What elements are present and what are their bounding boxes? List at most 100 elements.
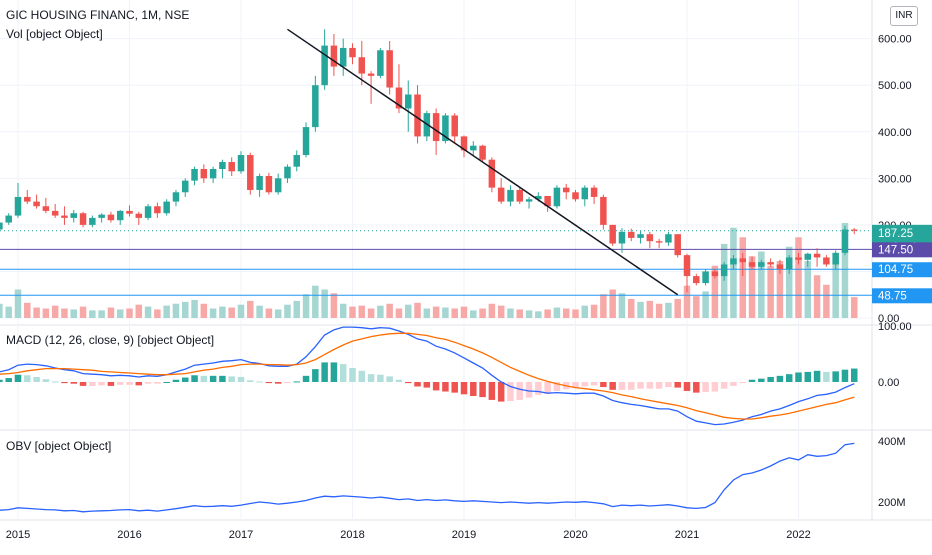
macd-histogram-bar xyxy=(61,382,68,384)
candle-body xyxy=(646,234,654,242)
candle-body xyxy=(256,175,263,190)
volume-bar xyxy=(748,256,756,318)
volume-bar xyxy=(126,308,133,318)
volume-bar xyxy=(544,309,551,318)
macd-histogram-bar xyxy=(460,382,468,395)
macd-histogram-bar xyxy=(358,370,366,382)
volume-bar xyxy=(312,285,319,318)
candle-body xyxy=(516,189,523,202)
volume-bar xyxy=(488,303,496,318)
candle-body xyxy=(395,87,403,109)
volume-bar xyxy=(646,300,654,318)
candle-body xyxy=(572,192,579,200)
macd-histogram-bar xyxy=(107,382,115,386)
volume-bar xyxy=(637,301,644,318)
time-tick-label: 2017 xyxy=(229,529,253,541)
candle-body xyxy=(154,206,161,214)
candle-body xyxy=(126,210,133,214)
macd-tick-label: 100.00 xyxy=(878,321,912,333)
macd-histogram-bar xyxy=(720,382,728,389)
macd-histogram-bar xyxy=(70,382,77,384)
macd-histogram-bar xyxy=(516,382,523,400)
time-tick-label: 2019 xyxy=(452,529,476,541)
candle-body xyxy=(832,252,839,265)
volume-bar xyxy=(655,303,663,318)
candle-body xyxy=(247,155,254,190)
candle-body xyxy=(330,45,338,67)
candle-body xyxy=(470,145,477,151)
candle-body xyxy=(386,50,393,88)
candle-body xyxy=(237,155,245,172)
volume-bar xyxy=(349,306,356,318)
candle-body xyxy=(5,215,12,223)
candle-body xyxy=(711,271,719,277)
volume-bar xyxy=(367,308,375,318)
macd-histogram-bar xyxy=(646,382,654,389)
candle-body xyxy=(767,262,774,265)
macd-histogram-bar xyxy=(265,382,273,384)
level-price-label: 104.75 xyxy=(878,264,913,276)
volume-bar xyxy=(274,309,282,318)
macd-histogram-bar xyxy=(851,368,858,382)
candle-body xyxy=(377,50,384,76)
volume-bar xyxy=(535,311,542,318)
candle-body xyxy=(730,258,737,265)
macd-histogram-bar xyxy=(479,382,486,398)
price-tick-label: 600.00 xyxy=(878,34,912,46)
macd-histogram-bar xyxy=(711,382,719,392)
volume-bar xyxy=(265,308,273,318)
candle-body xyxy=(358,57,366,74)
macd-histogram-bar xyxy=(367,374,375,382)
volume-bar xyxy=(813,275,821,318)
time-tick-label: 2020 xyxy=(563,529,587,541)
macd-histogram-bar xyxy=(785,374,793,382)
candle-body xyxy=(460,136,468,151)
macd-histogram-bar xyxy=(432,382,440,391)
volume-bar xyxy=(516,309,523,318)
candle-body xyxy=(544,196,551,207)
candle-body xyxy=(144,206,152,218)
candle-body xyxy=(321,45,328,86)
candle-body xyxy=(219,162,226,169)
volume-bar xyxy=(14,289,22,318)
macd-histogram-bar xyxy=(182,377,189,382)
macd-histogram-bar xyxy=(228,376,235,382)
macd-histogram-bar xyxy=(572,382,579,389)
macd-histogram-bar xyxy=(497,382,505,402)
macd-histogram-bar xyxy=(535,382,542,395)
volume-bar xyxy=(665,302,672,318)
macd-histogram-bar xyxy=(42,379,50,382)
macd-histogram-bar xyxy=(507,382,514,402)
obv-line xyxy=(0,442,855,513)
macd-histogram-bar xyxy=(395,379,403,382)
candle-body xyxy=(581,187,589,200)
volume-bar xyxy=(330,293,338,318)
price-tick-label: 500.00 xyxy=(878,80,912,92)
macd-histogram-bar xyxy=(116,382,124,385)
volume-bar xyxy=(200,303,208,318)
macd-line xyxy=(0,326,855,426)
candle-body xyxy=(776,264,784,270)
macd-histogram-bar xyxy=(144,382,152,384)
volume-bar xyxy=(219,306,226,318)
macd-histogram-bar xyxy=(590,382,598,386)
macd-histogram-bar xyxy=(488,382,496,400)
macd-histogram-bar xyxy=(405,382,412,384)
volume-bar xyxy=(237,304,245,318)
volume-bar xyxy=(479,308,486,318)
currency-badge[interactable]: INR xyxy=(890,6,918,26)
macd-histogram-bar xyxy=(284,382,291,384)
volume-bar xyxy=(414,302,421,318)
volume-bar xyxy=(590,304,598,318)
volume-bar xyxy=(284,304,291,318)
price-tick-label: 0.00 xyxy=(878,313,899,325)
candle-body xyxy=(590,187,598,197)
volume-bar xyxy=(61,308,68,318)
macd-histogram-bar xyxy=(172,379,180,382)
volume-bar xyxy=(144,306,152,318)
candle-body xyxy=(182,180,189,193)
time-tick-label: 2015 xyxy=(6,529,30,541)
candle-body xyxy=(349,47,356,58)
